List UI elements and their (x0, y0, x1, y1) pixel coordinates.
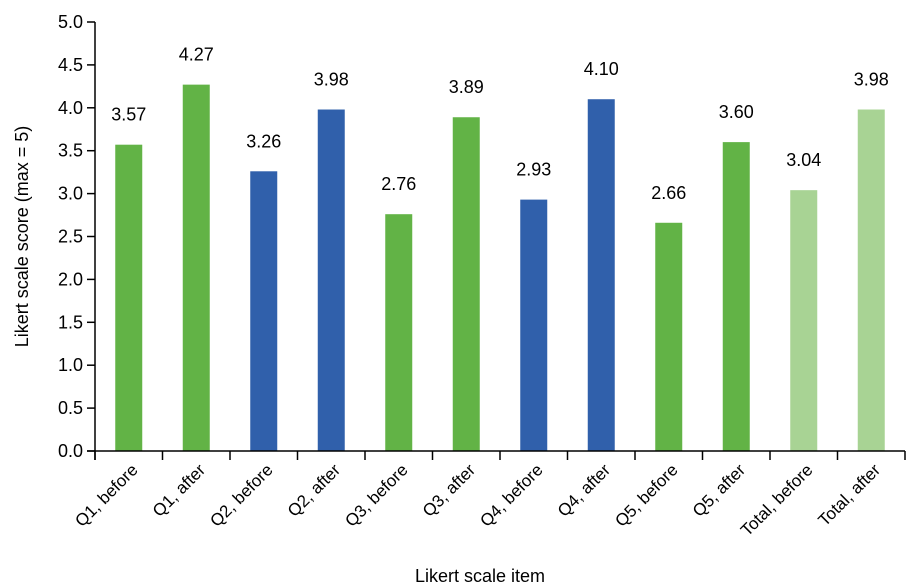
y-tick-label: 1.0 (58, 355, 83, 375)
bar (115, 144, 143, 451)
y-axis-title: Likert scale score (max = 5) (12, 126, 32, 348)
bar-value-label: 3.98 (854, 70, 889, 90)
x-tick-label: Q5, before (611, 460, 681, 530)
bar-value-label: 2.66 (651, 183, 686, 203)
bar-value-label: 2.93 (516, 160, 551, 180)
x-tick-label: Q3, before (341, 460, 411, 530)
y-tick-label: 4.0 (58, 98, 83, 118)
x-tick-label: Q5, after (689, 460, 749, 520)
bar (385, 214, 413, 451)
bar (587, 99, 615, 451)
bar-value-label: 3.98 (314, 70, 349, 90)
y-tick-label: 3.0 (58, 184, 83, 204)
bar-value-labels: 3.57 4.27 3.26 3.98 2.76 3.89 2.93 4.10 2.66 3.60… (111, 45, 889, 203)
bar (655, 222, 683, 451)
bar-value-label: 4.10 (584, 59, 619, 79)
y-axis-ticks: 0.0 0.5 1.0 1.5 2.0 2.5 3.0 3.5 4.0 4.5 5.0 (58, 12, 95, 461)
x-tick-label: Total, before (737, 460, 817, 540)
x-tick-label: Q4, before (476, 460, 546, 530)
bar (452, 117, 480, 451)
bar-value-label: 3.89 (449, 77, 484, 97)
x-tick-label: Q1, after (149, 460, 209, 520)
x-tick-label: Q3, after (419, 460, 479, 520)
bar-value-label: 3.57 (111, 105, 146, 125)
bars (115, 84, 885, 452)
x-tick-label: Q2, after (284, 460, 344, 520)
y-tick-label: 5.0 (58, 12, 83, 32)
x-axis-title: Likert scale item (415, 566, 545, 586)
y-tick-label: 2.5 (58, 227, 83, 247)
y-tick-label: 0.5 (58, 398, 83, 418)
x-tick-label: Total, after (815, 460, 885, 530)
bar (722, 142, 750, 451)
bar (317, 109, 345, 452)
bar (520, 199, 548, 451)
bar-value-label: 4.27 (179, 45, 214, 65)
y-tick-label: 2.0 (58, 269, 83, 289)
bar (857, 109, 885, 452)
x-tick-label: Q2, before (206, 460, 276, 530)
bar-value-label: 2.76 (381, 174, 416, 194)
y-tick-label: 3.5 (58, 141, 83, 161)
y-tick-label: 4.5 (58, 55, 83, 75)
y-tick-label: 0.0 (58, 441, 83, 461)
bar (790, 190, 818, 451)
bar-value-label: 3.60 (719, 102, 754, 122)
x-tick-label: Q4, after (554, 460, 614, 520)
bar (182, 84, 210, 451)
bar-value-label: 3.26 (246, 131, 281, 151)
bar (250, 171, 278, 452)
bar-value-label: 3.04 (786, 150, 821, 170)
y-tick-label: 1.5 (58, 312, 83, 332)
x-tick-label: Q1, before (71, 460, 141, 530)
